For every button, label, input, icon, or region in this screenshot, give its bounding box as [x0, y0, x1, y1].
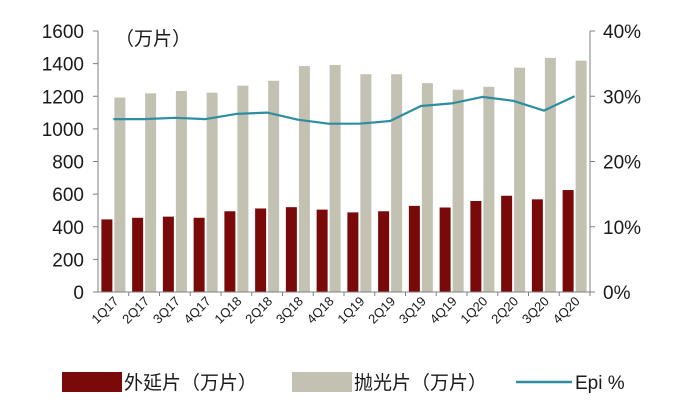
- epi-percent-line: [113, 95, 576, 125]
- right-tick-label-30%: 30%: [603, 87, 641, 108]
- right-tick-label-40%: 40%: [603, 22, 641, 43]
- right-tick-label-0%: 0%: [603, 283, 631, 304]
- x-tick-label-2Q17: 2Q17: [119, 294, 152, 327]
- x-tick-label-2Q19: 2Q19: [365, 294, 398, 327]
- right-tick-label-10%: 10%: [603, 218, 641, 239]
- left-tick-label-200: 200: [52, 250, 84, 271]
- bar-polished-1Q17: [114, 97, 126, 293]
- x-tick-label-1Q18: 1Q18: [211, 294, 244, 327]
- bar-polished-4Q17: [206, 92, 218, 292]
- x-tick-label-1Q19: 1Q19: [334, 294, 367, 327]
- bar-polished-3Q18: [298, 66, 310, 293]
- left-tick-label-1600: 1600: [42, 22, 84, 43]
- left-tick-label-1200: 1200: [42, 87, 84, 108]
- bar-epi-2Q17: [132, 217, 144, 292]
- legend-swatch-epi: [62, 372, 122, 392]
- left-tick-label-600: 600: [52, 185, 84, 206]
- left-tick-label-0: 0: [73, 283, 84, 304]
- bar-polished-4Q18: [329, 64, 341, 293]
- bar-polished-1Q19: [360, 74, 372, 293]
- bar-epi-1Q17: [101, 219, 113, 292]
- bar-epi-1Q19: [347, 212, 359, 292]
- x-tick-label-4Q19: 4Q19: [427, 294, 460, 327]
- epi-percent-line-layer: [113, 95, 576, 125]
- legend-label-polished: 抛光片（万片）: [354, 372, 487, 394]
- x-tick-label-3Q20: 3Q20: [519, 294, 552, 327]
- bar-polished-1Q18: [237, 85, 249, 292]
- left-tick-label-400: 400: [52, 218, 84, 239]
- bar-epi-2Q19: [378, 211, 390, 292]
- bar-polished-2Q18: [268, 80, 280, 292]
- x-tick-label-2Q20: 2Q20: [488, 294, 521, 327]
- left-tick-label-1400: 1400: [42, 55, 84, 76]
- polished-wafer-bars: [114, 57, 587, 293]
- bar-epi-4Q18: [316, 209, 328, 292]
- bar-polished-4Q19: [452, 89, 464, 292]
- bar-polished-1Q20: [483, 86, 495, 292]
- bar-polished-3Q19: [421, 83, 433, 292]
- bar-polished-3Q17: [175, 91, 187, 292]
- left-tick-label-1000: 1000: [42, 120, 84, 141]
- x-tick-label-3Q18: 3Q18: [273, 294, 306, 327]
- bar-epi-3Q18: [285, 207, 297, 292]
- bar-polished-2Q20: [514, 67, 526, 292]
- x-tick-label-3Q19: 3Q19: [396, 294, 429, 327]
- x-tick-label-4Q20: 4Q20: [550, 294, 583, 327]
- bar-polished-2Q17: [145, 93, 157, 292]
- bar-polished-4Q20: [575, 60, 587, 292]
- bar-epi-3Q19: [408, 205, 420, 292]
- bar-epi-4Q17: [193, 217, 205, 292]
- x-tick-label-1Q17: 1Q17: [88, 294, 121, 327]
- bar-epi-2Q18: [255, 208, 267, 292]
- legend: 外延片（万片） 抛光片（万片） Epi %: [62, 372, 625, 394]
- x-tick-label-4Q17: 4Q17: [181, 294, 214, 327]
- bar-polished-3Q20: [544, 57, 556, 293]
- right-tick-label-20%: 20%: [603, 153, 641, 174]
- x-tick-label-1Q20: 1Q20: [457, 294, 490, 327]
- unit-label: （万片）: [115, 28, 191, 50]
- bar-epi-2Q20: [501, 195, 513, 292]
- legend-swatch-polished: [292, 372, 352, 392]
- x-tick-label-3Q17: 3Q17: [150, 294, 183, 327]
- left-tick-label-800: 800: [52, 153, 84, 174]
- bar-epi-1Q18: [224, 211, 236, 292]
- bar-epi-4Q19: [439, 207, 451, 292]
- x-tick-label-4Q18: 4Q18: [304, 294, 337, 327]
- bar-epi-4Q20: [562, 190, 574, 292]
- bar-polished-2Q19: [391, 74, 403, 293]
- bar-epi-3Q20: [531, 199, 543, 292]
- x-tick-label-2Q18: 2Q18: [242, 294, 275, 327]
- bar-epi-1Q20: [470, 200, 482, 292]
- legend-label-epi: 外延片（万片）: [124, 372, 257, 394]
- bar-epi-3Q17: [162, 216, 174, 292]
- epi-wafer-bars: [101, 190, 574, 292]
- legend-label-epi-percent: Epi %: [575, 373, 625, 394]
